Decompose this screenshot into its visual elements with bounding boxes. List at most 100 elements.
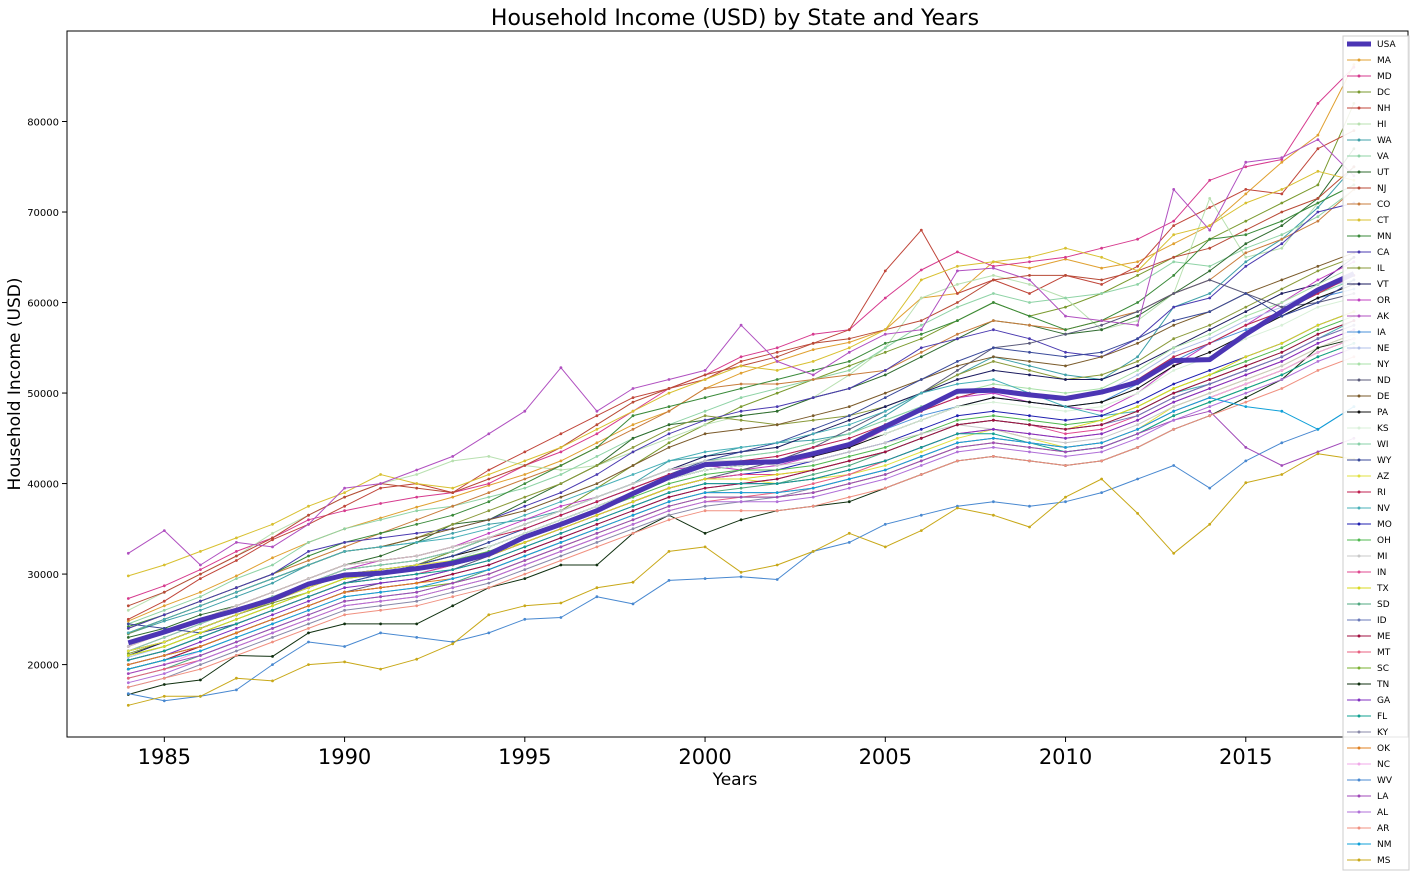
data-point — [775, 346, 779, 350]
data-point — [667, 391, 671, 395]
data-point — [739, 509, 743, 513]
data-point — [775, 423, 779, 427]
data-point — [162, 599, 166, 603]
data-point — [595, 541, 599, 544]
series-line-nd — [128, 279, 1355, 666]
data-point — [1172, 255, 1176, 259]
data-point — [415, 595, 419, 599]
data-point — [235, 559, 238, 562]
data-point — [1244, 165, 1248, 169]
data-point — [1316, 341, 1320, 345]
data-point — [415, 622, 419, 626]
data-point — [343, 595, 346, 599]
data-point — [703, 423, 707, 427]
data-point — [956, 301, 959, 304]
data-point — [956, 506, 959, 510]
data-point — [667, 468, 671, 472]
data-point — [523, 554, 527, 558]
data-point — [1136, 310, 1139, 313]
data-point — [415, 509, 419, 513]
data-point — [631, 482, 635, 485]
series-nd — [126, 278, 1356, 666]
data-point — [1064, 446, 1067, 449]
data-point — [919, 418, 923, 422]
data-point — [559, 491, 563, 494]
data-point — [523, 464, 527, 467]
legend-marker — [1357, 90, 1361, 94]
data-point — [271, 608, 274, 612]
data-point — [487, 455, 491, 458]
data-point — [1172, 427, 1176, 431]
data-point — [1316, 169, 1320, 173]
data-point — [703, 486, 707, 490]
data-point — [847, 459, 851, 463]
data-point — [1208, 486, 1212, 490]
data-point — [775, 360, 779, 363]
data-point — [271, 577, 274, 580]
data-point — [126, 703, 130, 707]
legend-label: WY — [1377, 456, 1392, 466]
data-point — [703, 531, 707, 535]
data-point — [1244, 360, 1248, 363]
legend-marker — [1357, 282, 1361, 286]
data-point — [487, 491, 491, 494]
data-point — [1316, 133, 1320, 137]
data-point — [703, 577, 707, 580]
data-point — [1100, 266, 1103, 270]
data-point — [451, 550, 455, 553]
data-point — [956, 305, 959, 309]
data-point — [1064, 328, 1067, 332]
data-point — [343, 608, 346, 612]
data-point — [1208, 278, 1212, 282]
data-point — [1280, 346, 1284, 350]
data-point — [307, 504, 310, 508]
data-point — [992, 446, 995, 449]
legend-marker — [1357, 362, 1361, 366]
data-point — [1208, 400, 1212, 404]
legend-label: WV — [1377, 776, 1393, 786]
data-point — [667, 378, 671, 381]
data-point — [883, 328, 887, 332]
data-point — [343, 590, 346, 594]
data-point — [956, 250, 959, 254]
data-point — [1172, 396, 1176, 399]
data-point — [379, 590, 382, 594]
data-point — [451, 522, 455, 526]
data-point — [1028, 387, 1031, 390]
data-point — [415, 536, 419, 540]
legend-marker — [1357, 394, 1361, 398]
data-point — [271, 679, 274, 683]
data-point — [956, 337, 959, 341]
data-point — [1100, 255, 1103, 259]
data-point — [1064, 436, 1067, 440]
data-point — [1136, 237, 1139, 241]
data-point — [883, 391, 887, 395]
data-point — [1244, 228, 1248, 232]
data-point — [1172, 337, 1176, 341]
data-point — [1028, 274, 1031, 277]
data-point — [703, 468, 707, 472]
data-point — [883, 432, 887, 436]
data-point — [199, 577, 202, 580]
series-line-ne — [128, 279, 1355, 658]
data-point — [162, 640, 166, 644]
data-point — [271, 590, 274, 594]
data-point — [1316, 323, 1320, 327]
data-point — [631, 409, 635, 413]
data-point — [1172, 382, 1176, 386]
data-point — [992, 369, 995, 372]
data-point — [1136, 414, 1139, 418]
data-point — [1316, 147, 1320, 151]
data-point — [1244, 192, 1248, 196]
data-point — [1208, 337, 1212, 341]
data-point — [559, 464, 563, 467]
data-point — [451, 491, 455, 494]
data-point — [811, 396, 815, 399]
data-point — [1136, 337, 1139, 341]
data-point — [415, 495, 419, 499]
data-point — [162, 608, 166, 612]
data-point — [883, 414, 887, 418]
data-point — [956, 423, 959, 427]
data-point — [307, 577, 310, 580]
y-axis-ticks: 20000 30000 40000 50000 60000 70000 80000 — [27, 118, 67, 672]
